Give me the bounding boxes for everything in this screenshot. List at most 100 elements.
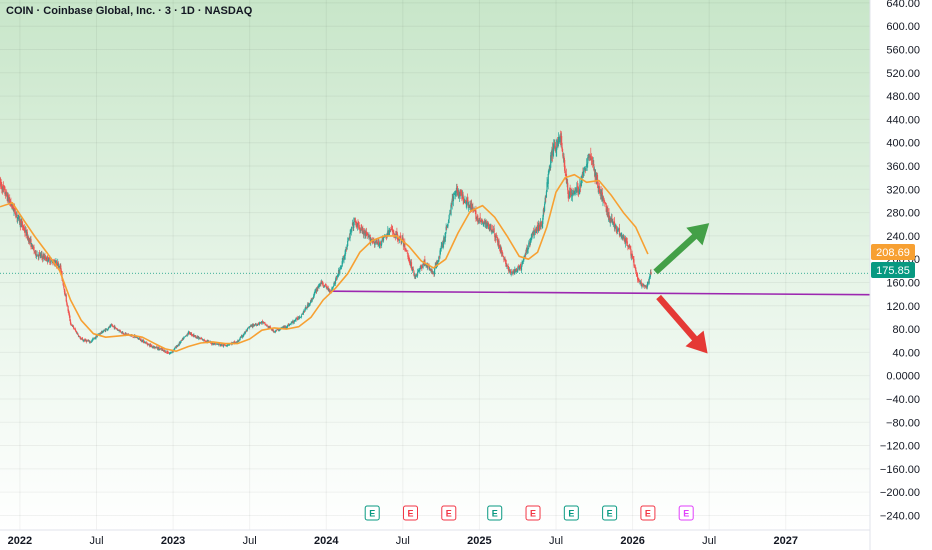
candle-body [382, 237, 384, 242]
candle-body [297, 317, 300, 319]
candle-body [338, 270, 340, 274]
candle-body [49, 262, 52, 264]
earnings-marker[interactable]: E [364, 505, 380, 521]
moving-average-group [0, 173, 649, 353]
candle-body [55, 261, 57, 263]
candle-body [89, 341, 91, 343]
candle-body [99, 332, 101, 335]
candle-body [6, 194, 8, 201]
candle-body [402, 240, 405, 247]
candle-body [212, 342, 214, 344]
candle-body [240, 336, 242, 337]
candle-body [224, 345, 227, 347]
candle-body [288, 324, 290, 327]
candle-body [389, 230, 391, 232]
candle-body [421, 266, 423, 268]
earnings-marker[interactable]: E [678, 505, 694, 521]
candle-body [139, 338, 141, 340]
candle-body [133, 337, 135, 338]
candle-body [633, 265, 636, 267]
candle-body [333, 285, 335, 287]
candle-body [21, 221, 24, 227]
earnings-badge-label: E [407, 509, 413, 519]
candle-body [463, 200, 465, 202]
candle-body [641, 284, 644, 286]
candle-body [75, 331, 78, 334]
candle-body [96, 335, 98, 338]
candle-body [223, 344, 225, 347]
candle-body [80, 338, 83, 340]
candle-body [347, 240, 349, 247]
candle-body [69, 315, 71, 321]
candle-body [408, 258, 410, 262]
earnings-marker[interactable]: E [402, 505, 418, 521]
candle-body [250, 325, 252, 327]
candle-body [360, 228, 362, 230]
y-tick-label: 560.00 [886, 45, 920, 57]
candle-body [182, 337, 185, 340]
candle-body [437, 260, 439, 262]
candle-body [523, 256, 526, 258]
candle-body [378, 241, 380, 246]
candle-body [46, 256, 49, 262]
candle-body [110, 325, 112, 327]
candle-body [179, 342, 181, 344]
candle-body [536, 225, 538, 230]
earnings-marker[interactable]: E [441, 505, 457, 521]
candle-body [299, 316, 301, 319]
candle-body [635, 267, 637, 272]
earnings-marker[interactable]: E [525, 505, 541, 521]
candle-body [462, 194, 464, 200]
candle-body [484, 222, 486, 224]
candle-body [605, 206, 608, 213]
candle-body [615, 225, 617, 229]
candle-body [382, 235, 385, 241]
candle-body [511, 271, 513, 273]
candle-body [106, 329, 109, 331]
candle-body [419, 267, 421, 270]
candle-body [388, 230, 390, 236]
earnings-marker[interactable]: E [640, 505, 656, 521]
candle-body [329, 291, 331, 293]
candle-body [77, 333, 79, 335]
candle-body [405, 249, 407, 251]
candle-body [268, 326, 270, 328]
candle-body [571, 192, 573, 196]
candle-body [176, 345, 178, 348]
candle-body [542, 209, 544, 217]
candle-body [509, 271, 512, 274]
candle-body [266, 325, 269, 327]
price-axis[interactable]: 640.00 600.00 560.00 520.00 480.00 440.00 400.… [880, 0, 920, 522]
candle-body [291, 321, 293, 323]
candle-body [412, 268, 414, 271]
earnings-marker[interactable]: E [563, 505, 579, 521]
candle-body [92, 338, 94, 340]
candle-body [144, 341, 146, 343]
x-tick-label: Jul [89, 535, 103, 547]
candle-body [587, 156, 589, 158]
candle-body [66, 305, 69, 306]
candle-body [647, 281, 650, 283]
candle-body [622, 235, 624, 239]
candle-body [488, 227, 490, 230]
candle-body [522, 261, 524, 263]
candle-body [596, 174, 599, 184]
candle-body [214, 342, 216, 344]
candle-body [202, 339, 204, 341]
candle-body [40, 254, 42, 255]
candle-body [301, 313, 303, 315]
candle-body [412, 268, 414, 270]
candle-body [332, 286, 334, 288]
candle-body [297, 319, 299, 320]
time-axis[interactable]: 2022 Jul 2023 Jul 2024 Jul 2025 Jul 2026 Jul 2027 [8, 535, 798, 547]
candle-body [495, 235, 497, 238]
candle-body [530, 237, 532, 239]
earnings-marker[interactable]: E [487, 505, 503, 521]
candle-body [314, 290, 317, 293]
candle-body [432, 272, 434, 274]
candle-body [111, 324, 113, 326]
earnings-marker[interactable]: E [602, 505, 618, 521]
